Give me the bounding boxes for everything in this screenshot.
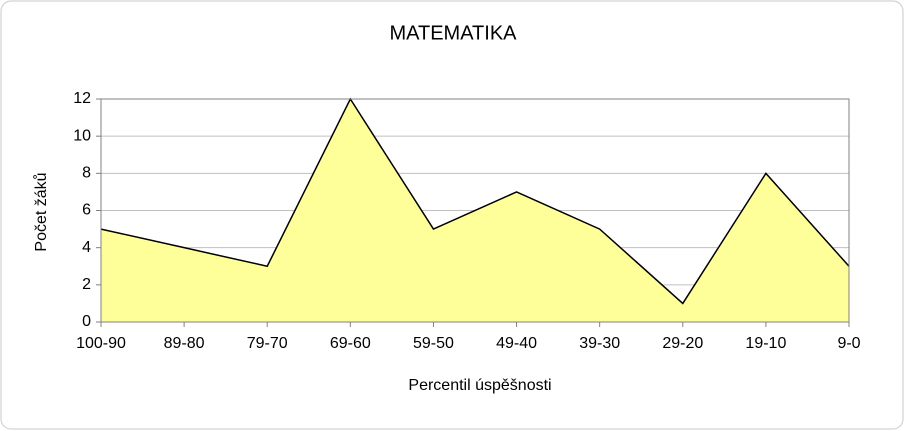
y-tick-label: 8 (82, 165, 91, 182)
y-axis-title: Počet žáků (32, 172, 50, 251)
x-axis-title: Percentil úspěšnosti (408, 377, 551, 394)
x-tick-label: 100-90 (76, 335, 126, 352)
y-tick-label: 10 (73, 127, 91, 144)
y-tick-label: 2 (82, 276, 91, 293)
x-tick-label: 69-60 (330, 335, 371, 352)
x-tick-label: 79-70 (247, 335, 288, 352)
y-tick-label: 6 (82, 202, 91, 219)
x-tick-label: 9-0 (837, 335, 860, 352)
chart-title: MATEMATIKA (389, 22, 517, 44)
x-tick-label: 29-20 (662, 335, 703, 352)
y-tick-label: 12 (73, 90, 91, 107)
x-tick-label: 49-40 (496, 335, 537, 352)
y-tick-label: 4 (82, 239, 91, 256)
x-tick-label: 39-30 (579, 335, 620, 352)
line (100, 97, 850, 305)
x-tick-label: 89-80 (164, 335, 205, 352)
plot-border (100, 98, 850, 323)
y-tick-label: 0 (82, 313, 91, 330)
x-tick-label: 59-50 (413, 335, 454, 352)
x-tick-label: 19-10 (745, 335, 786, 352)
